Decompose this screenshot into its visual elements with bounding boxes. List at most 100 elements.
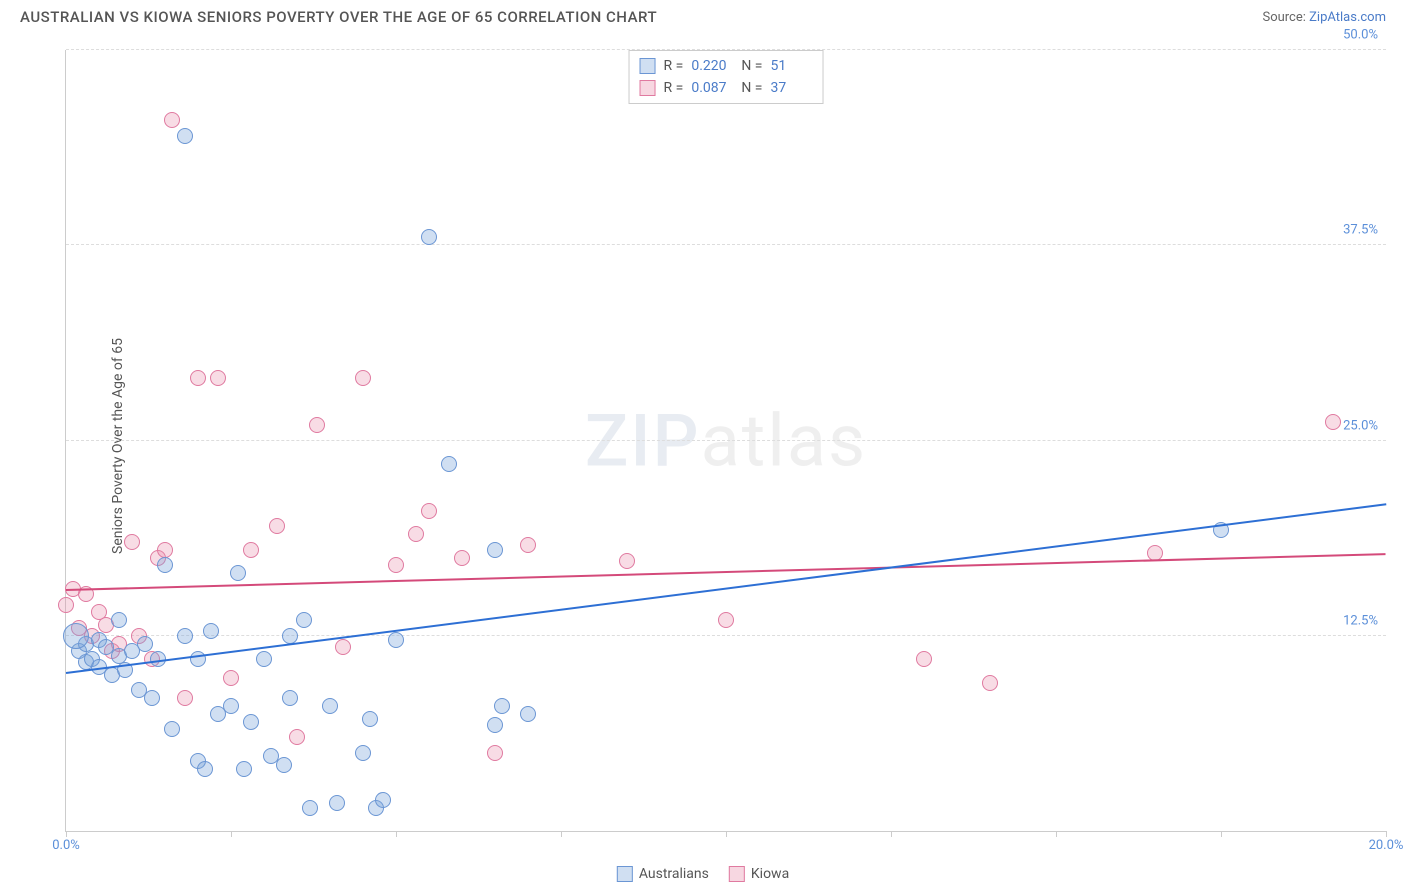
data-point-australians [487,717,503,733]
legend-label-kiowa: Kiowa [751,866,789,882]
y-tick-label: 50.0% [1343,28,1378,43]
y-tick-label: 25.0% [1343,418,1378,433]
chart-header: AUSTRALIAN VS KIOWA SENIORS POVERTY OVER… [0,0,1406,30]
trendline-kiowa [66,553,1386,591]
gridline-h [66,440,1386,441]
x-tick [561,831,562,837]
data-point-kiowa [243,542,259,558]
data-point-kiowa [408,526,424,542]
source-attribution: Source: ZipAtlas.com [1262,10,1386,25]
data-point-kiowa [487,745,503,761]
x-tick-label: 0.0% [52,838,80,853]
data-point-australians [302,800,318,816]
data-point-australians [63,623,89,649]
data-point-australians [362,711,378,727]
data-point-australians [487,542,503,558]
x-tick [891,831,892,837]
watermark-part1: ZIP [585,398,701,483]
x-tick [231,831,232,837]
data-point-australians [243,714,259,730]
data-point-australians [111,612,127,628]
data-point-kiowa [289,729,305,745]
data-point-kiowa [177,690,193,706]
data-point-australians [494,698,510,714]
n-label: N = [741,55,762,77]
data-point-australians [520,706,536,722]
n-value-kiowa: 37 [770,77,812,99]
y-tick-label: 12.5% [1343,613,1378,628]
data-point-australians [388,632,404,648]
gridline-h [66,244,1386,245]
x-tick-label: 20.0% [1369,838,1404,853]
data-point-kiowa [309,417,325,433]
data-point-kiowa [58,597,74,613]
data-point-australians [421,229,437,245]
data-point-australians [355,745,371,761]
data-point-australians [329,795,345,811]
data-point-australians [276,757,292,773]
data-point-kiowa [916,651,932,667]
x-tick [1386,831,1387,837]
data-point-australians [282,690,298,706]
data-point-australians [296,612,312,628]
swatch-australians-icon [617,866,633,882]
watermark-part2: atlas [701,398,868,483]
x-tick [1056,831,1057,837]
x-tick [66,831,67,837]
data-point-kiowa [157,542,173,558]
gridline-h [66,635,1386,636]
data-point-australians [203,623,219,639]
chart-title: AUSTRALIAN VS KIOWA SENIORS POVERTY OVER… [20,8,657,26]
x-tick [726,831,727,837]
source-prefix: Source: [1262,10,1309,25]
watermark: ZIPatlas [585,398,867,483]
data-point-kiowa [619,553,635,569]
y-tick-label: 37.5% [1343,223,1378,238]
data-point-australians [164,721,180,737]
data-point-kiowa [982,675,998,691]
data-point-kiowa [355,370,371,386]
data-point-australians [256,651,272,667]
legend-item-kiowa: Kiowa [729,866,789,882]
data-point-kiowa [718,612,734,628]
data-point-australians [230,565,246,581]
swatch-kiowa-icon [640,80,656,96]
r-value-kiowa: 0.087 [691,77,733,99]
stats-row-australians: R = 0.220 N = 51 [640,55,813,77]
data-point-australians [197,761,213,777]
source-link[interactable]: ZipAtlas.com [1309,10,1386,25]
data-point-australians [282,628,298,644]
legend-item-australians: Australians [617,866,709,882]
data-point-australians [441,456,457,472]
data-point-kiowa [164,112,180,128]
data-point-australians [177,128,193,144]
n-value-australians: 51 [770,55,812,77]
swatch-australians-icon [640,58,656,74]
chart-container: Seniors Poverty Over the Age of 65 R = 0… [20,40,1386,852]
data-point-kiowa [190,370,206,386]
r-label: R = [664,77,684,99]
data-point-australians [157,557,173,573]
data-point-kiowa [210,370,226,386]
data-point-australians [375,792,391,808]
data-point-australians [144,690,160,706]
data-point-kiowa [1325,414,1341,430]
legend-label-australians: Australians [639,866,709,882]
data-point-australians [177,628,193,644]
r-value-australians: 0.220 [691,55,733,77]
stats-row-kiowa: R = 0.087 N = 37 [640,77,813,99]
data-point-kiowa [124,534,140,550]
trendline-australians [66,503,1386,674]
series-legend: Australians Kiowa [617,866,789,882]
data-point-australians [236,761,252,777]
data-point-kiowa [520,537,536,553]
data-point-kiowa [454,550,470,566]
data-point-australians [137,636,153,652]
x-tick [1221,831,1222,837]
stats-legend-box: R = 0.220 N = 51 R = 0.087 N = 37 [629,50,824,104]
plot-area: R = 0.220 N = 51 R = 0.087 N = 37 ZIPatl… [65,50,1386,832]
data-point-kiowa [269,518,285,534]
data-point-kiowa [223,670,239,686]
r-label: R = [664,55,684,77]
n-label: N = [741,77,762,99]
